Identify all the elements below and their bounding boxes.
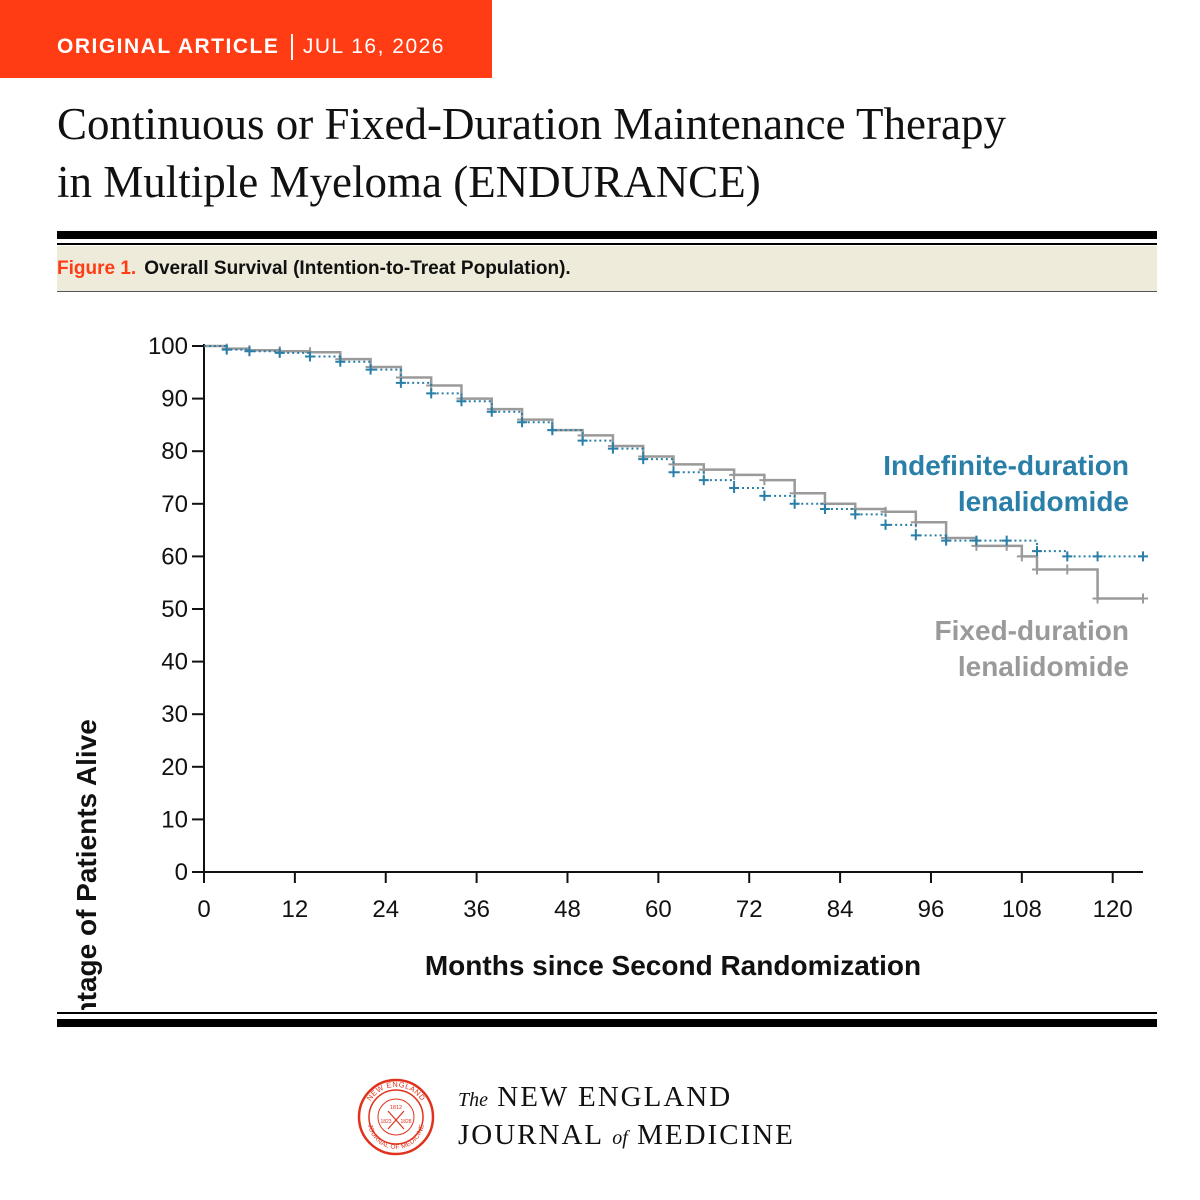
journal-new-england: NEW ENGLAND <box>497 1081 733 1113</box>
y-tick-label: 0 <box>175 859 188 886</box>
censor-mark-indefinite <box>517 417 528 428</box>
censor-mark-indefinite <box>1092 551 1103 562</box>
survival-chart: 0 10 20 30 40 50 60 70 80 90 100 0 12 24 36 48 60 72 84 96… <box>71 333 1148 1010</box>
censor-mark-fixed <box>1031 564 1042 575</box>
x-tick-label: 24 <box>372 896 399 923</box>
banner-divider <box>291 34 293 60</box>
seal-year-2: 1823 <box>380 1119 391 1125</box>
y-tick-label: 70 <box>161 491 188 518</box>
title-line-1: Continuous or Fixed-Duration Maintenance… <box>57 99 1006 149</box>
y-tick-label: 60 <box>161 543 188 570</box>
publication-date: JUL 16, 2026 <box>302 35 445 58</box>
y-tick-label: 80 <box>161 438 188 465</box>
censor-mark-indefinite <box>365 364 376 375</box>
censor-mark-indefinite <box>456 396 467 407</box>
figure-label: Figure 1. <box>57 257 137 279</box>
censor-mark-fixed <box>759 475 770 486</box>
censor-mark-indefinite <box>1001 535 1012 546</box>
x-tick-label: 48 <box>554 896 581 923</box>
journal-wordmark: The NEW ENGLAND JOURNAL of MEDICINE <box>458 1080 795 1156</box>
censor-mark-indefinite <box>274 347 285 358</box>
figure-caption: Overall Survival (Intention-to-Treat Pop… <box>144 257 571 279</box>
y-tick-label: 20 <box>161 754 188 781</box>
censor-mark-indefinite <box>335 356 346 367</box>
censor-mark-indefinite <box>244 346 255 357</box>
x-tick-label: 84 <box>827 896 854 923</box>
x-tick-label: 12 <box>282 896 309 923</box>
censor-mark-indefinite <box>941 535 952 546</box>
censor-mark-indefinite <box>698 475 709 486</box>
y-tick-label: 50 <box>161 596 188 623</box>
x-tick-label: 108 <box>1002 896 1042 923</box>
legend-indefinite-line-1: Indefinite-duration <box>883 450 1129 481</box>
x-tick-label: 72 <box>736 896 763 923</box>
censor-mark-fixed <box>1138 593 1148 604</box>
censor-mark-indefinite <box>638 454 649 465</box>
censor-mark-indefinite <box>880 519 891 530</box>
censor-mark-indefinite <box>1138 551 1148 562</box>
x-axis-ticks: 0 12 24 36 48 60 72 84 96 108 120 <box>197 872 1133 923</box>
x-tick-label: 60 <box>645 896 672 923</box>
y-tick-label: 40 <box>161 649 188 676</box>
x-axis-label: Months since Second Randomization <box>425 950 921 981</box>
censor-mark-indefinite <box>607 443 618 454</box>
censor-mark-indefinite <box>729 483 740 494</box>
censor-mark-indefinite <box>1062 551 1073 562</box>
censor-mark-indefinite <box>668 467 679 478</box>
seal-year-1: 1812 <box>390 1105 402 1111</box>
censor-mark-indefinite <box>486 406 497 417</box>
censor-mark-indefinite <box>577 435 588 446</box>
legend-fixed-line-1: Fixed-duration <box>935 615 1129 646</box>
censor-mark-indefinite <box>759 490 770 501</box>
series-layer <box>204 343 1148 604</box>
article-type-banner: ORIGINAL ARTICLE JUL 16, 2026 <box>0 0 492 78</box>
y-axis-ticks: 0 10 20 30 40 50 60 70 80 90 100 <box>148 333 204 886</box>
x-tick-label: 0 <box>197 896 210 923</box>
top-rule-thick <box>57 231 1157 239</box>
censor-mark-indefinite <box>305 351 316 362</box>
x-tick-label: 36 <box>463 896 490 923</box>
censor-mark-fixed <box>1062 564 1073 575</box>
censor-mark-indefinite <box>850 509 861 520</box>
seal-year-3: 1828 <box>400 1119 411 1125</box>
censor-mark-indefinite <box>221 344 232 355</box>
legend-indefinite-line-2: lenalidomide <box>958 486 1129 517</box>
bottom-rule-thick <box>57 1019 1157 1027</box>
censor-mark-indefinite <box>819 504 830 515</box>
journal-line-1: The NEW ENGLAND <box>458 1080 795 1118</box>
censor-mark-fixed <box>729 469 740 480</box>
top-rule-thin <box>57 243 1157 245</box>
nejm-seal-icon: NEW ENGLAND JOURNAL OF MEDICINE 1812 182… <box>357 1078 435 1156</box>
series-line-fixed <box>204 344 1143 600</box>
y-tick-label: 90 <box>161 386 188 413</box>
censor-mark-indefinite <box>789 498 800 509</box>
x-tick-label: 96 <box>918 896 945 923</box>
censor-mark-fixed <box>1016 551 1027 562</box>
journal-journal: JOURNAL <box>458 1119 604 1151</box>
y-tick-label: 30 <box>161 701 188 728</box>
journal-line-2: JOURNAL of MEDICINE <box>458 1118 795 1156</box>
journal-medicine: MEDICINE <box>637 1119 795 1151</box>
censor-mark-fixed <box>1092 593 1103 604</box>
journal-of: of <box>612 1127 628 1149</box>
censor-mark-indefinite <box>395 377 406 388</box>
y-axis-label: Percentage of Patients Alive <box>71 719 102 1010</box>
censor-mark-indefinite <box>971 535 982 546</box>
censor-mark-indefinite <box>547 425 558 436</box>
section-label: ORIGINAL ARTICLE <box>57 35 280 58</box>
censor-mark-indefinite <box>910 530 921 541</box>
y-tick-label: 10 <box>161 806 188 833</box>
journal-the: The <box>458 1089 488 1111</box>
y-tick-label: 100 <box>148 333 188 360</box>
figure-caption-bar: Figure 1. Overall Survival (Intention-to… <box>57 246 1157 292</box>
bottom-rule-thin <box>57 1012 1157 1014</box>
censor-mark-indefinite <box>1031 546 1042 557</box>
article-title: Continuous or Fixed-Duration Maintenance… <box>57 95 1157 211</box>
censor-mark-indefinite <box>426 388 437 399</box>
legend-fixed-line-2: lenalidomide <box>958 651 1129 682</box>
x-tick-label: 120 <box>1093 896 1133 923</box>
title-line-2: in Multiple Myeloma (ENDURANCE) <box>57 157 761 207</box>
